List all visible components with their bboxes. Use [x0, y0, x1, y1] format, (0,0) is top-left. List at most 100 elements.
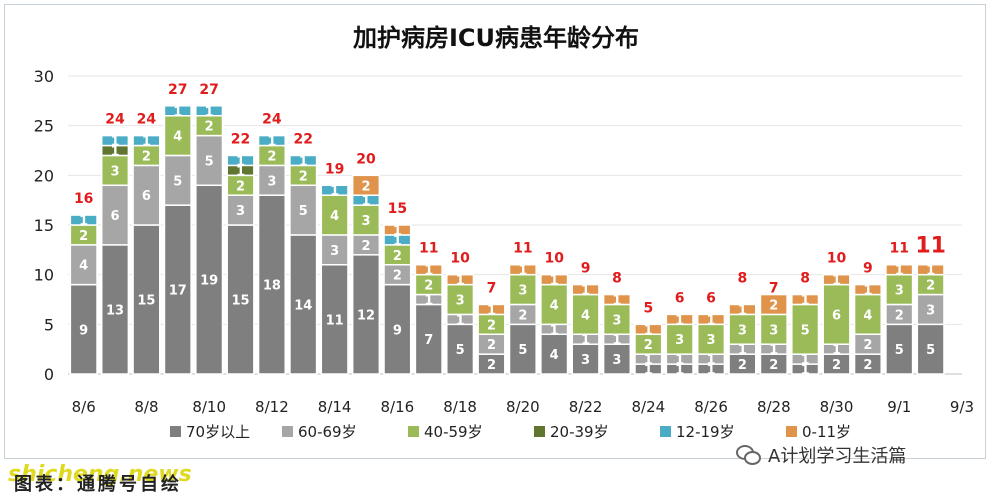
- total-label: 6: [706, 290, 716, 306]
- segment-value-label: 4: [79, 259, 88, 274]
- segment-value-label: 1: [801, 363, 810, 378]
- segment-value-label: 3: [361, 214, 370, 229]
- segment-value-label: 2: [361, 179, 370, 194]
- segment-value-label: 17: [169, 284, 187, 299]
- legend-label: 0-11岁: [802, 423, 851, 441]
- bar-segment: [163, 105, 192, 117]
- segment-value-label: 2: [393, 269, 402, 284]
- segment-value-label: 2: [361, 239, 370, 254]
- y-tick-label: 20: [34, 166, 54, 185]
- bar-segment: [351, 174, 381, 196]
- total-label: 24: [105, 112, 125, 128]
- segment-value-label: 12: [357, 308, 375, 323]
- bar-segment: [383, 224, 412, 236]
- segment-value-label: 1: [456, 274, 465, 289]
- segment-value-label: 3: [111, 164, 120, 179]
- segment-value-label: 2: [299, 169, 308, 184]
- segment-value-label: 2: [142, 149, 151, 164]
- bar-segment: [540, 273, 569, 286]
- bar-segment: [540, 333, 569, 375]
- segment-value-label: 1: [738, 303, 747, 318]
- legend-label: 60-69岁: [298, 423, 357, 441]
- segment-value-label: 5: [456, 343, 465, 358]
- bar-segment: [163, 114, 192, 157]
- segment-value-label: 3: [926, 303, 935, 318]
- segment-value-label: 5: [518, 343, 527, 358]
- segment-value-label: 3: [675, 333, 684, 348]
- x-tick-label: 8/28: [757, 398, 791, 416]
- segment-value-label: 2: [926, 279, 935, 294]
- segment-value-label: 2: [738, 358, 747, 373]
- total-label: 27: [199, 82, 218, 98]
- bar-segment: [759, 313, 788, 345]
- segment-value-label: 1: [236, 164, 245, 179]
- segment-value-label: 1: [550, 323, 559, 338]
- y-tick-label: 15: [34, 216, 54, 235]
- segment-value-label: 1: [863, 284, 872, 299]
- segment-value-label: 4: [330, 209, 339, 224]
- total-label: 22: [294, 131, 313, 147]
- bar-segment: [728, 313, 757, 345]
- segment-value-label: 1: [424, 264, 433, 279]
- bar-segment: [132, 134, 161, 147]
- bar-segment: [696, 313, 726, 326]
- x-tick-label: 9/3: [950, 398, 974, 416]
- total-label: 27: [168, 82, 187, 98]
- segment-value-label: 3: [267, 174, 276, 189]
- total-label: 10: [544, 251, 564, 267]
- bar-segment: [822, 283, 851, 345]
- segment-value-label: 15: [231, 294, 249, 309]
- legend-label: 40-59岁: [424, 423, 483, 441]
- segment-value-label: 1: [111, 145, 120, 160]
- total-label: 11: [513, 241, 532, 257]
- bar-segment: [69, 244, 98, 286]
- segment-value-label: 9: [79, 323, 88, 338]
- x-tick-label: 8/26: [694, 398, 728, 416]
- bar-segment: [289, 234, 318, 375]
- segment-value-label: 1: [142, 135, 151, 150]
- bar-segment: [383, 283, 412, 375]
- bar-segment: [508, 323, 537, 375]
- segment-value-label: 14: [294, 298, 312, 313]
- bar-segment: [69, 283, 98, 375]
- bar-segment: [226, 154, 255, 167]
- total-label: 24: [137, 112, 157, 128]
- segment-value-label: 2: [487, 358, 496, 373]
- segment-value-label: 3: [895, 284, 904, 299]
- segment-value-label: 6: [142, 189, 151, 204]
- segment-value-label: 2: [424, 279, 433, 294]
- segment-value-label: 1: [675, 353, 684, 368]
- x-tick-label: 8/14: [318, 398, 352, 416]
- segment-value-label: 4: [863, 308, 872, 323]
- figure-caption: 图表：通腾号自绘: [14, 474, 182, 495]
- bar-segment: [634, 323, 663, 336]
- segment-value-label: 3: [456, 294, 465, 309]
- bar-segment: [477, 303, 506, 316]
- wechat-account-name: A计划学习生活篇: [768, 446, 907, 467]
- segment-value-label: 1: [801, 353, 810, 368]
- segment-value-label: 2: [487, 338, 496, 353]
- total-label: 8: [800, 271, 810, 287]
- bar-segment: [885, 263, 914, 276]
- segment-value-label: 1: [487, 303, 496, 318]
- wechat-icon: [736, 445, 762, 465]
- y-tick-label: 25: [34, 117, 54, 136]
- chart-frame: [4, 4, 986, 459]
- segment-value-label: 1: [581, 333, 590, 348]
- segment-value-label: 1: [581, 284, 590, 299]
- segment-value-label: 3: [707, 333, 716, 348]
- segment-value-label: 4: [550, 348, 559, 363]
- segment-value-label: 1: [518, 264, 527, 279]
- segment-value-label: 18: [263, 279, 281, 294]
- legend-swatch: [170, 426, 181, 437]
- legend-swatch: [534, 426, 545, 437]
- total-label: 8: [612, 271, 622, 287]
- segment-value-label: 15: [137, 294, 155, 309]
- total-label: 10: [827, 251, 847, 267]
- x-tick-label: 8/8: [134, 398, 158, 416]
- legend-label: 12-19岁: [676, 423, 735, 441]
- y-tick-label: 5: [44, 315, 54, 334]
- y-tick-label: 0: [44, 365, 54, 384]
- segment-value-label: 4: [581, 308, 590, 323]
- x-tick-label: 8/20: [506, 398, 540, 416]
